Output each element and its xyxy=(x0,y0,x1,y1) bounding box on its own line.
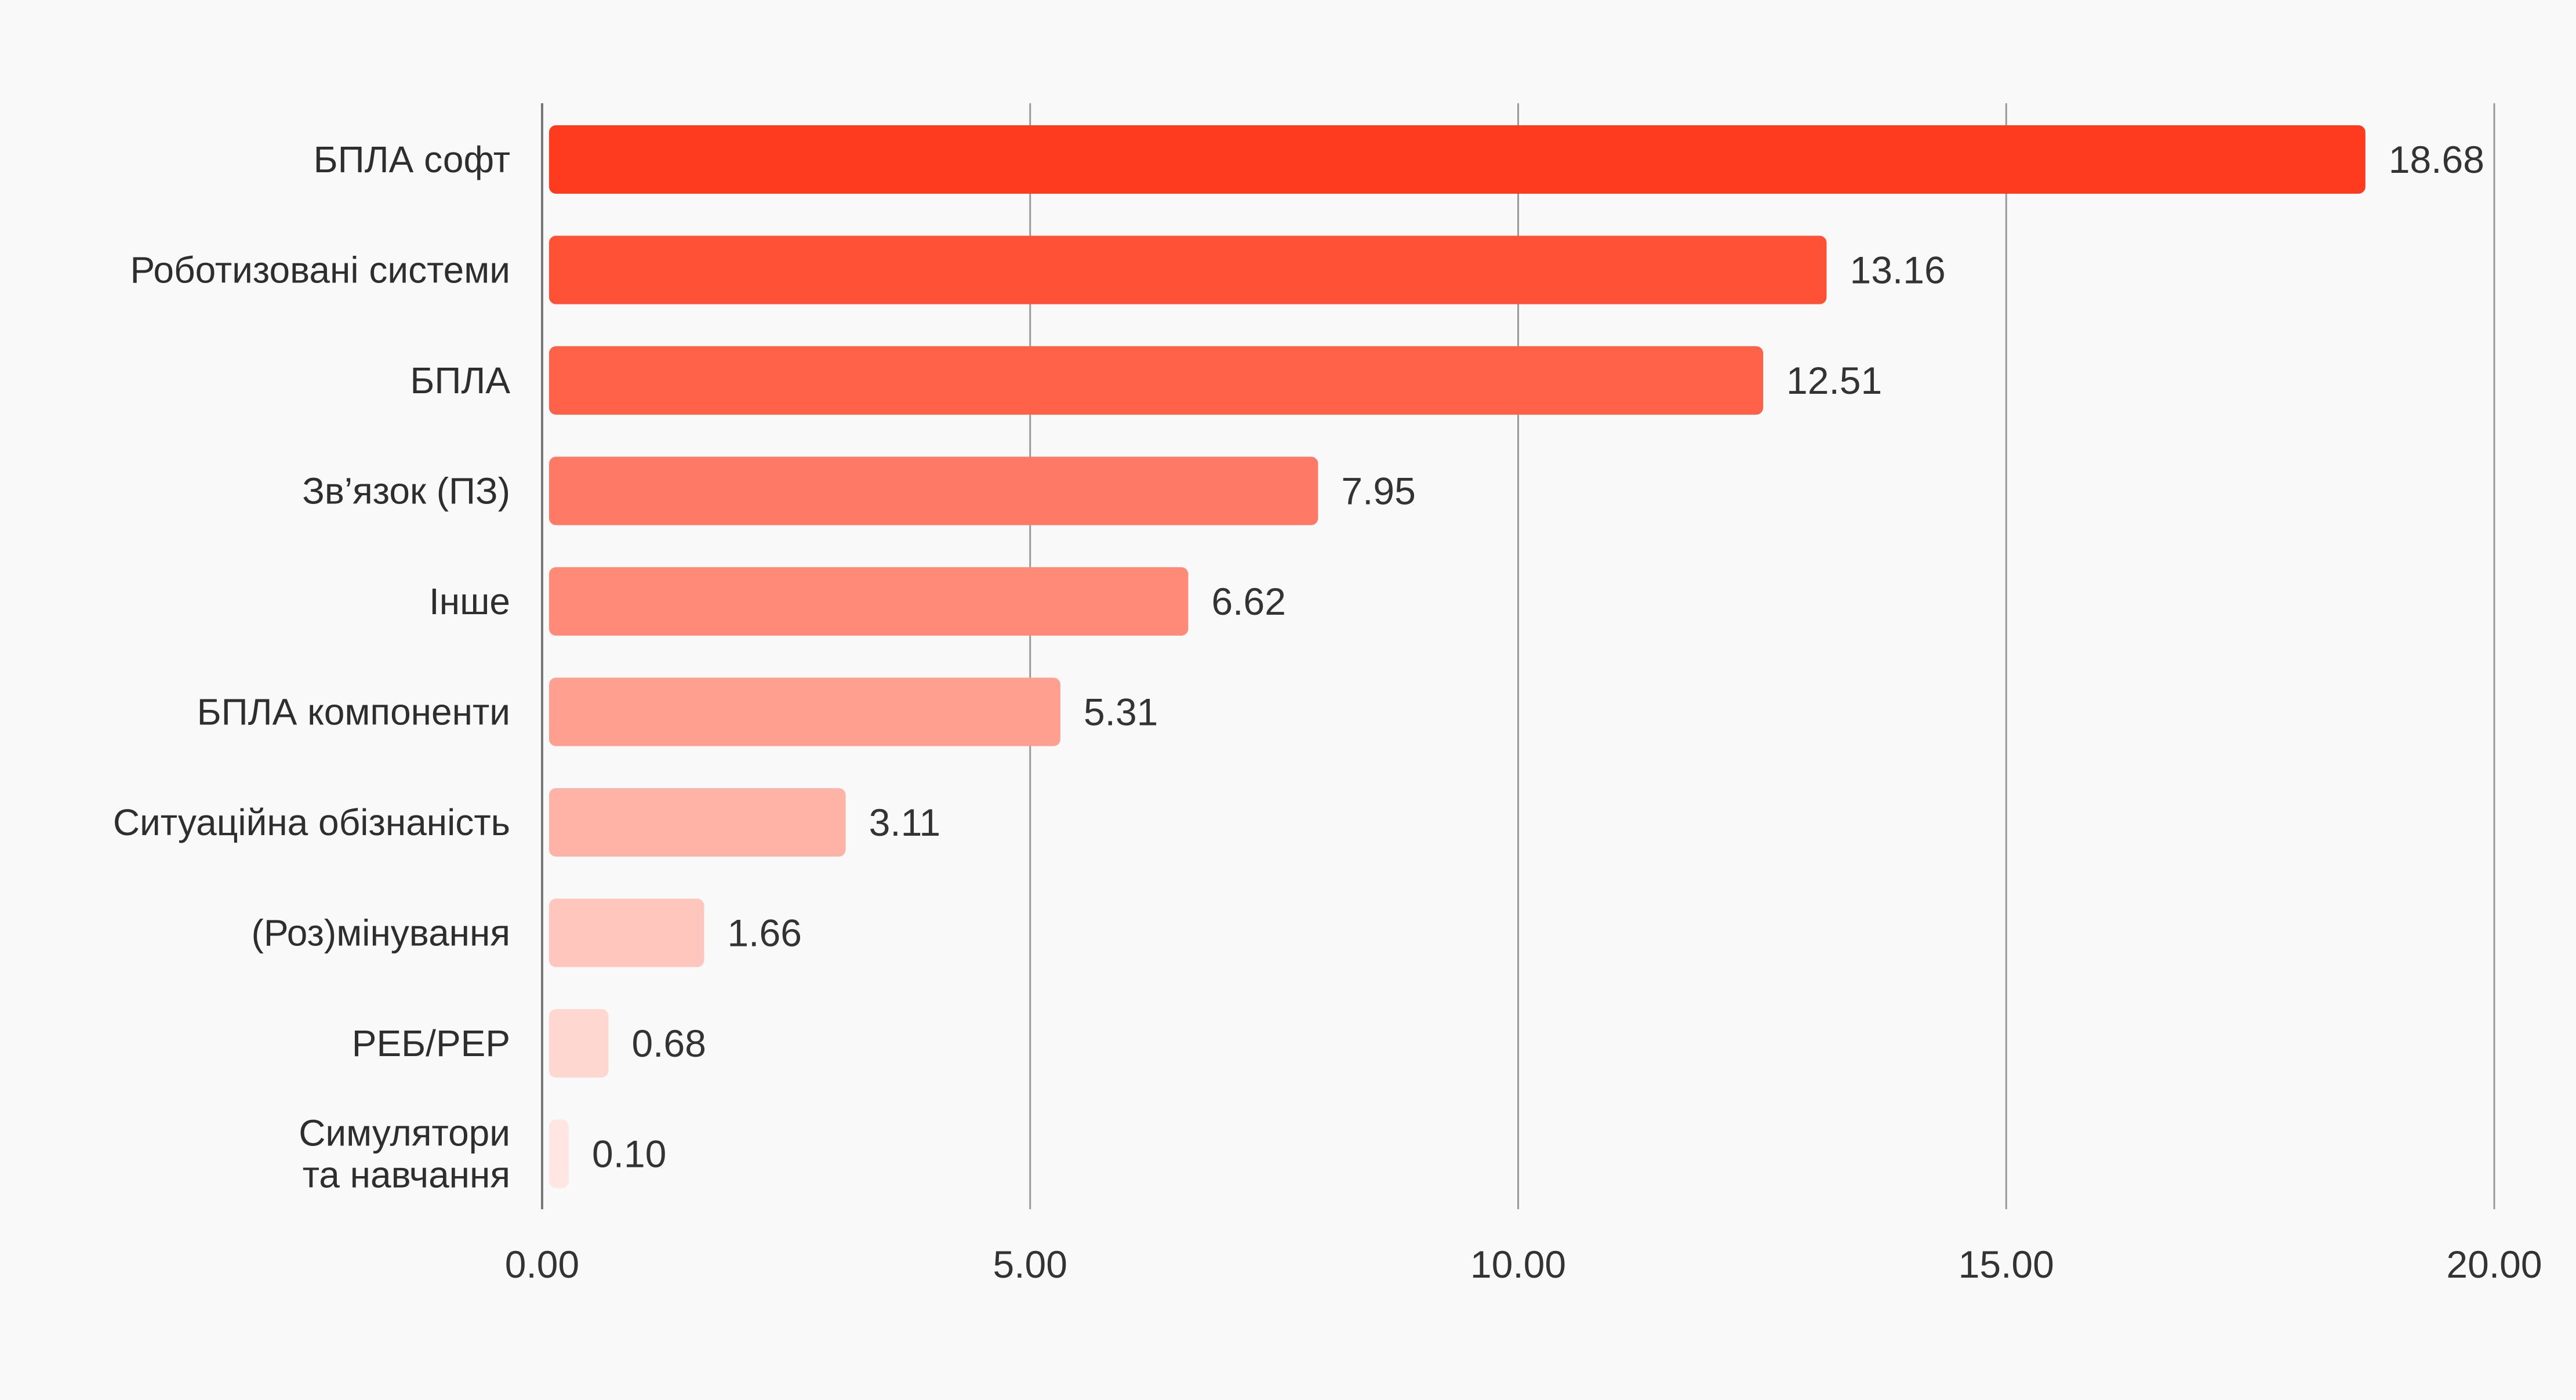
category-label: БПЛА софт xyxy=(314,139,510,180)
bar xyxy=(549,567,1189,636)
value-label: 13.16 xyxy=(1850,249,1945,292)
bar xyxy=(549,235,1827,304)
bar xyxy=(549,346,1764,415)
value-label: 12.51 xyxy=(1786,359,1882,402)
x-tick-label: 5.00 xyxy=(993,1243,1067,1286)
category-label: (Роз)мінування xyxy=(252,912,511,954)
value-label: 1.66 xyxy=(727,912,801,955)
x-tick-label: 0.00 xyxy=(505,1243,579,1286)
value-label: 18.68 xyxy=(2389,138,2484,181)
bar xyxy=(549,898,704,967)
x-tick-label: 15.00 xyxy=(1959,1243,2054,1286)
bar xyxy=(549,125,2366,194)
value-label: 0.10 xyxy=(592,1133,666,1176)
bar xyxy=(549,677,1060,746)
bar xyxy=(549,1009,609,1078)
category-label: БПЛА xyxy=(410,360,510,401)
value-label: 5.31 xyxy=(1084,691,1158,734)
category-label: Зв’язок (ПЗ) xyxy=(302,470,510,512)
category-label: РЕБ/РЕР xyxy=(352,1022,510,1064)
value-label: 0.68 xyxy=(631,1022,706,1065)
category-label: Ситуаційна обізнаність xyxy=(113,801,510,843)
x-tick-label: 10.00 xyxy=(1470,1243,1566,1286)
category-label: Симулятори та навчання xyxy=(299,1112,510,1196)
value-label: 7.95 xyxy=(1341,470,1415,513)
category-label: Роботизовані системи xyxy=(130,249,511,291)
x-tick-label: 20.00 xyxy=(2446,1243,2542,1286)
category-label: Інше xyxy=(429,581,510,622)
value-label: 3.11 xyxy=(869,801,941,844)
bar xyxy=(549,456,1318,525)
bar xyxy=(549,1119,569,1188)
category-label: БПЛА компоненти xyxy=(197,691,510,733)
value-label: 6.62 xyxy=(1211,580,1285,623)
bar xyxy=(549,788,846,857)
